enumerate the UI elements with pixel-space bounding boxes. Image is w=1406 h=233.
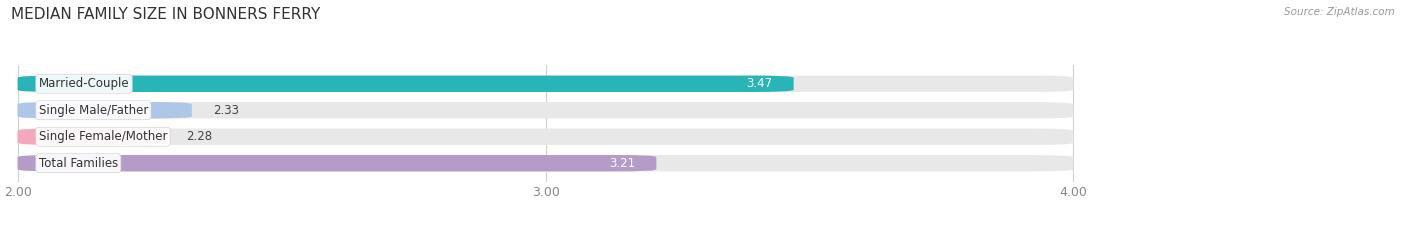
Text: 2.28: 2.28 <box>187 130 212 143</box>
Text: MEDIAN FAMILY SIZE IN BONNERS FERRY: MEDIAN FAMILY SIZE IN BONNERS FERRY <box>11 7 321 22</box>
Text: Single Male/Father: Single Male/Father <box>39 104 148 117</box>
FancyBboxPatch shape <box>18 129 166 145</box>
FancyBboxPatch shape <box>18 75 1073 92</box>
Text: Source: ZipAtlas.com: Source: ZipAtlas.com <box>1284 7 1395 17</box>
FancyBboxPatch shape <box>18 75 793 92</box>
FancyBboxPatch shape <box>18 102 191 118</box>
Text: 3.21: 3.21 <box>609 157 636 170</box>
Text: 2.33: 2.33 <box>212 104 239 117</box>
Text: 3.47: 3.47 <box>747 77 772 90</box>
Text: Married-Couple: Married-Couple <box>39 77 129 90</box>
FancyBboxPatch shape <box>18 102 1073 118</box>
Text: Single Female/Mother: Single Female/Mother <box>39 130 167 143</box>
Text: Total Families: Total Families <box>39 157 118 170</box>
FancyBboxPatch shape <box>18 155 657 171</box>
FancyBboxPatch shape <box>18 129 1073 145</box>
FancyBboxPatch shape <box>18 155 1073 171</box>
